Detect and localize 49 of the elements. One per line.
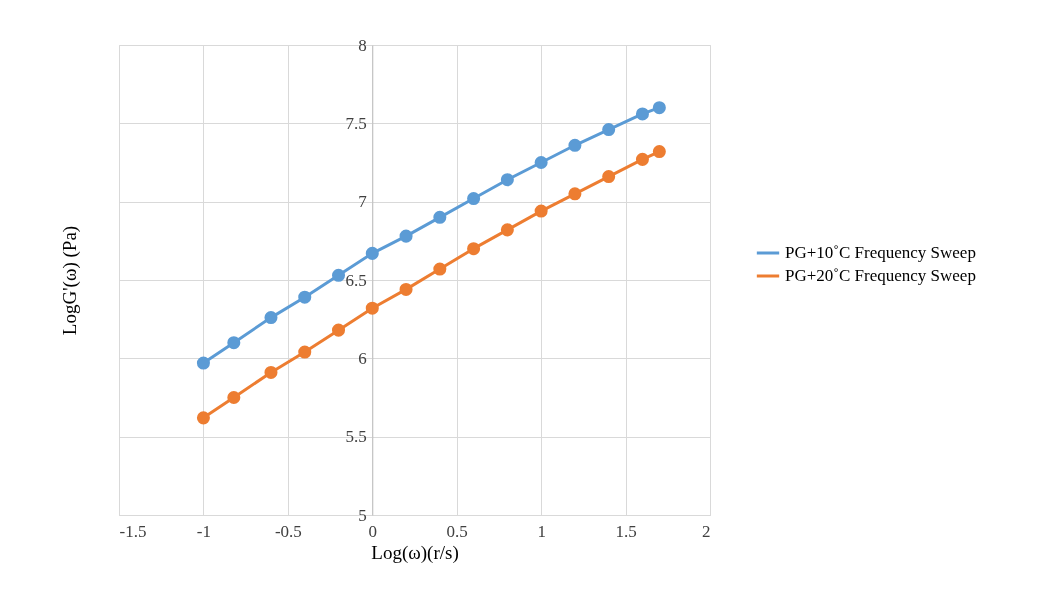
x-tick-label: -1.5	[119, 521, 147, 541]
point	[332, 268, 346, 282]
point	[500, 173, 514, 187]
point	[227, 390, 241, 405]
x-tick-label: 2	[702, 521, 711, 541]
point	[298, 345, 312, 359]
x-tick-label: -1	[196, 521, 212, 541]
x-tick-label: -0.5	[274, 521, 302, 541]
y-tick-label: 6	[358, 348, 367, 368]
x-tick-label: 1	[537, 521, 546, 541]
y-tick-label: 5.5	[345, 427, 367, 447]
point	[227, 336, 241, 350]
point	[467, 192, 481, 206]
point	[196, 356, 210, 370]
y-tick-label: 7	[358, 192, 368, 212]
y-tick-label: 5	[358, 505, 367, 525]
x-tick-label: 0	[368, 521, 378, 541]
point	[298, 290, 312, 304]
point	[635, 107, 649, 121]
y-axis-title: LogG'(ω) (Pa)	[58, 225, 81, 336]
point	[467, 242, 481, 256]
point	[568, 187, 582, 201]
point	[534, 204, 548, 218]
point	[264, 311, 278, 325]
y-tick-label: 7.5	[345, 113, 367, 133]
point	[332, 323, 346, 337]
point	[602, 123, 616, 137]
legend-label: PG+20˚C Frequency Sweep	[785, 266, 976, 285]
point	[500, 223, 514, 237]
x-tick-label: 0.5	[446, 521, 468, 541]
point	[602, 170, 616, 184]
y-tick-label: 6.5	[345, 270, 367, 290]
point	[534, 155, 548, 170]
point	[433, 262, 447, 276]
point	[365, 301, 379, 315]
point	[433, 210, 447, 224]
point	[399, 282, 413, 296]
point	[196, 411, 210, 425]
point	[568, 138, 582, 152]
point	[652, 145, 666, 159]
point	[365, 246, 379, 260]
point	[399, 229, 413, 243]
point	[264, 365, 278, 379]
point	[652, 101, 666, 115]
y-tick-label: 8	[358, 35, 367, 55]
legend-label: PG+10˚C Frequency Sweep	[785, 243, 976, 262]
point	[635, 152, 649, 166]
x-axis-title: Log(ω)(r/s)	[371, 541, 459, 564]
x-tick-label: 1.5	[615, 521, 637, 541]
